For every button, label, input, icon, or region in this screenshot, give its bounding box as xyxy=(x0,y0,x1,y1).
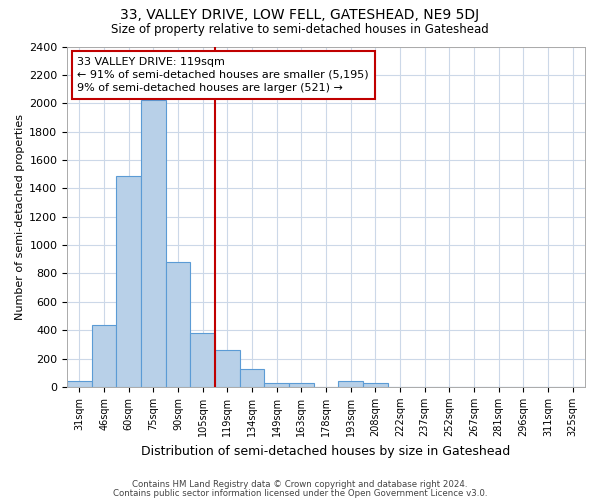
Text: Size of property relative to semi-detached houses in Gateshead: Size of property relative to semi-detach… xyxy=(111,22,489,36)
Bar xyxy=(289,382,314,387)
Bar xyxy=(363,382,388,387)
Bar xyxy=(67,382,92,387)
Bar xyxy=(338,382,363,387)
Text: 33, VALLEY DRIVE, LOW FELL, GATESHEAD, NE9 5DJ: 33, VALLEY DRIVE, LOW FELL, GATESHEAD, N… xyxy=(121,8,479,22)
Bar xyxy=(215,350,240,387)
Bar xyxy=(240,368,265,387)
Bar xyxy=(141,100,166,387)
X-axis label: Distribution of semi-detached houses by size in Gateshead: Distribution of semi-detached houses by … xyxy=(142,444,511,458)
Text: Contains public sector information licensed under the Open Government Licence v3: Contains public sector information licen… xyxy=(113,488,487,498)
Bar xyxy=(265,382,289,387)
Bar xyxy=(190,333,215,387)
Bar xyxy=(92,324,116,387)
Text: Contains HM Land Registry data © Crown copyright and database right 2024.: Contains HM Land Registry data © Crown c… xyxy=(132,480,468,489)
Y-axis label: Number of semi-detached properties: Number of semi-detached properties xyxy=(15,114,25,320)
Bar xyxy=(116,176,141,387)
Bar xyxy=(166,262,190,387)
Text: 33 VALLEY DRIVE: 119sqm
← 91% of semi-detached houses are smaller (5,195)
9% of : 33 VALLEY DRIVE: 119sqm ← 91% of semi-de… xyxy=(77,56,369,93)
